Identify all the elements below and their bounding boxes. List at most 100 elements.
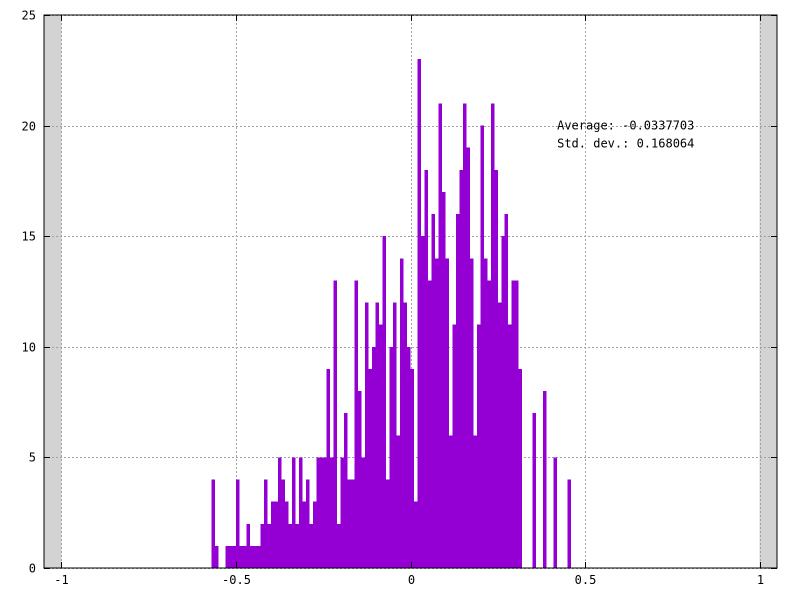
- histogram-bar: [347, 479, 352, 568]
- histogram-bar: [239, 545, 243, 568]
- average-label: Average: -0.0337703: [557, 119, 694, 133]
- histogram-bar: [260, 523, 264, 568]
- shaded-region-0: [44, 15, 62, 568]
- histogram-bar: [330, 457, 334, 568]
- histogram-bar: [323, 457, 327, 568]
- histogram-bar: [372, 346, 376, 568]
- histogram-bar: [215, 545, 219, 568]
- histogram-bar: [340, 457, 345, 568]
- histogram-bar: [455, 214, 460, 568]
- histogram-bar: [361, 457, 366, 568]
- y-tick-label: 10: [22, 341, 36, 355]
- histogram-bar: [337, 523, 341, 568]
- histogram-bar: [284, 501, 289, 568]
- histogram-bar: [431, 214, 435, 568]
- histogram-bar: [476, 324, 481, 568]
- histogram-bar: [424, 169, 428, 568]
- histogram-bar: [407, 346, 411, 568]
- histogram-bar: [410, 368, 414, 568]
- y-tick-labels: 0 5 10 15 20 25: [22, 9, 36, 576]
- histogram-bar: [246, 523, 250, 568]
- histogram-bar: [253, 545, 257, 568]
- histogram-bar: [462, 103, 467, 568]
- histogram-bar: [298, 457, 303, 568]
- histogram-bar: [434, 258, 439, 568]
- histogram-bar: [420, 236, 425, 568]
- histogram-bar: [382, 236, 387, 568]
- histogram-bar: [403, 302, 408, 568]
- x-tick-label: -1: [54, 573, 68, 587]
- histogram-bar: [438, 103, 442, 568]
- histogram-bar: [515, 280, 519, 568]
- histogram-bar: [267, 523, 271, 568]
- histogram-bar: [379, 324, 383, 568]
- histogram-bar: [567, 479, 572, 568]
- histogram-bar: [480, 125, 484, 568]
- std-dev-label: Std. dev.: 0.168064: [557, 136, 694, 150]
- histogram-bar: [441, 191, 446, 568]
- histogram-bar: [344, 413, 348, 568]
- histogram-bars: [211, 59, 572, 569]
- histogram-bar: [501, 236, 505, 568]
- histogram-bar: [270, 501, 275, 568]
- axis-ticks: [44, 15, 777, 569]
- histogram-bar: [504, 214, 509, 568]
- histogram-bar: [497, 302, 502, 568]
- histogram-bar: [274, 501, 278, 568]
- histogram-bar: [553, 457, 558, 568]
- histogram-bar: [228, 545, 233, 568]
- histogram-bar: [312, 501, 317, 568]
- histogram-bar: [490, 103, 495, 568]
- histogram-bar: [483, 258, 488, 568]
- histogram-bar: [326, 368, 331, 568]
- x-tick-label: -0.5: [222, 573, 251, 587]
- histogram-bar: [232, 545, 236, 568]
- histogram-bar: [386, 479, 390, 568]
- histogram-bar: [277, 457, 282, 568]
- histogram-bar: [291, 457, 296, 568]
- histogram-bar: [445, 258, 449, 568]
- histogram-bar: [487, 280, 491, 568]
- histogram-bar: [413, 501, 418, 568]
- x-tick-label: 0.5: [575, 573, 597, 587]
- histogram-bar: [263, 479, 268, 568]
- histogram-bar: [393, 302, 397, 568]
- histogram-bar: [316, 457, 320, 568]
- y-tick-label: 15: [22, 230, 36, 244]
- histogram-bar: [396, 435, 401, 568]
- histogram-bar: [389, 346, 394, 568]
- plot-frame: [43, 14, 778, 569]
- histogram-bar: [256, 545, 261, 568]
- histogram-bar: [375, 302, 380, 568]
- x-tick-label: 0: [408, 573, 415, 587]
- histogram-bar: [358, 391, 362, 568]
- histogram-bar: [459, 169, 463, 568]
- histogram-bar: [365, 302, 369, 568]
- histogram-bar: [309, 523, 313, 568]
- histogram-bar: [235, 479, 240, 568]
- x-tick-labels: -1 -0.5 0 0.5 1: [54, 573, 764, 587]
- y-tick-label: 0: [29, 562, 36, 576]
- histogram-bar: [400, 258, 404, 568]
- histogram-bar: [242, 545, 247, 568]
- histogram-bar: [351, 479, 355, 568]
- histogram-bar: [511, 280, 516, 568]
- y-tick-label: 20: [22, 120, 36, 134]
- histogram-bar: [427, 280, 432, 568]
- histogram-bar: [295, 523, 299, 568]
- histogram-bar: [305, 479, 310, 568]
- histogram-bar: [211, 479, 216, 568]
- histogram-bar: [354, 280, 359, 568]
- histogram-bar: [368, 368, 373, 568]
- histogram-bar: [494, 169, 498, 568]
- out-of-range-shading: [44, 15, 777, 568]
- histogram-bar: [288, 523, 292, 568]
- histogram-bar: [281, 479, 285, 568]
- histogram-bar: [417, 59, 421, 569]
- histogram-bar: [469, 258, 474, 568]
- histogram-bar: [452, 324, 456, 568]
- histogram-bar: [448, 435, 453, 568]
- histogram-bar: [508, 324, 512, 568]
- statistics-annotation: Average: -0.0337703 Std. dev.: 0.168064: [557, 119, 694, 151]
